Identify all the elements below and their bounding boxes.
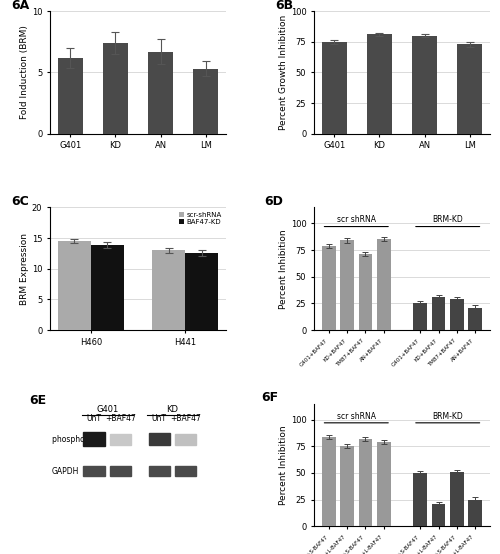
Bar [148, 466, 170, 476]
Bar [322, 437, 336, 526]
Text: KD: KD [166, 405, 178, 414]
Y-axis label: Percent Inhibition: Percent Inhibition [279, 229, 288, 309]
Legend: scr-shRNA, BAF47-KD: scr-shRNA, BAF47-KD [178, 211, 222, 225]
Bar [175, 466, 196, 476]
Bar [58, 58, 83, 134]
Y-axis label: Fold Induction (BRM): Fold Induction (BRM) [20, 25, 29, 119]
Text: UnT: UnT [86, 414, 102, 423]
Y-axis label: Percent Growth Inhibition: Percent Growth Inhibition [279, 15, 288, 130]
Bar [340, 240, 354, 330]
Bar [175, 434, 196, 445]
Text: 6A: 6A [12, 0, 30, 12]
Bar [193, 69, 218, 134]
Bar [450, 472, 464, 526]
Bar [450, 299, 464, 330]
Bar [468, 500, 482, 526]
Bar [322, 42, 347, 134]
Text: 6E: 6E [29, 394, 46, 407]
Text: scr shRNA: scr shRNA [337, 412, 376, 420]
Bar [367, 34, 392, 134]
Y-axis label: Percent Inhibition: Percent Inhibition [279, 425, 288, 505]
Bar [185, 253, 218, 330]
Bar [468, 307, 482, 330]
Bar [110, 466, 131, 476]
Bar [148, 433, 170, 445]
Bar [152, 250, 185, 330]
Bar [358, 254, 372, 330]
Bar [457, 44, 482, 134]
Text: 6B: 6B [276, 0, 293, 12]
Bar [103, 43, 128, 134]
Bar [322, 246, 336, 330]
Bar [358, 439, 372, 526]
Text: scr shRNA: scr shRNA [337, 216, 376, 224]
Bar [91, 245, 124, 330]
Bar [84, 466, 104, 476]
Bar [414, 304, 427, 330]
Bar [432, 297, 446, 330]
Bar [432, 504, 446, 526]
Bar [377, 239, 390, 330]
Text: +BAF47: +BAF47 [105, 414, 136, 423]
Bar [414, 473, 427, 526]
Text: UnT: UnT [152, 414, 166, 423]
Text: BRM-KD: BRM-KD [432, 216, 463, 224]
Y-axis label: BRM Expression: BRM Expression [20, 233, 29, 305]
Text: +BAF47: +BAF47 [170, 414, 201, 423]
Bar [412, 35, 437, 134]
Text: BRM-KD: BRM-KD [432, 412, 463, 420]
Text: GAPDH: GAPDH [52, 466, 79, 475]
Text: G401: G401 [96, 405, 118, 414]
Text: phospho Rb: phospho Rb [52, 435, 97, 444]
Text: 6C: 6C [12, 195, 29, 208]
Bar [148, 52, 173, 134]
Bar [110, 434, 131, 445]
Bar [84, 433, 104, 446]
Bar [377, 442, 390, 526]
Bar [340, 447, 354, 526]
Bar [58, 241, 91, 330]
Text: 6D: 6D [264, 195, 283, 208]
Text: 6F: 6F [261, 391, 278, 404]
